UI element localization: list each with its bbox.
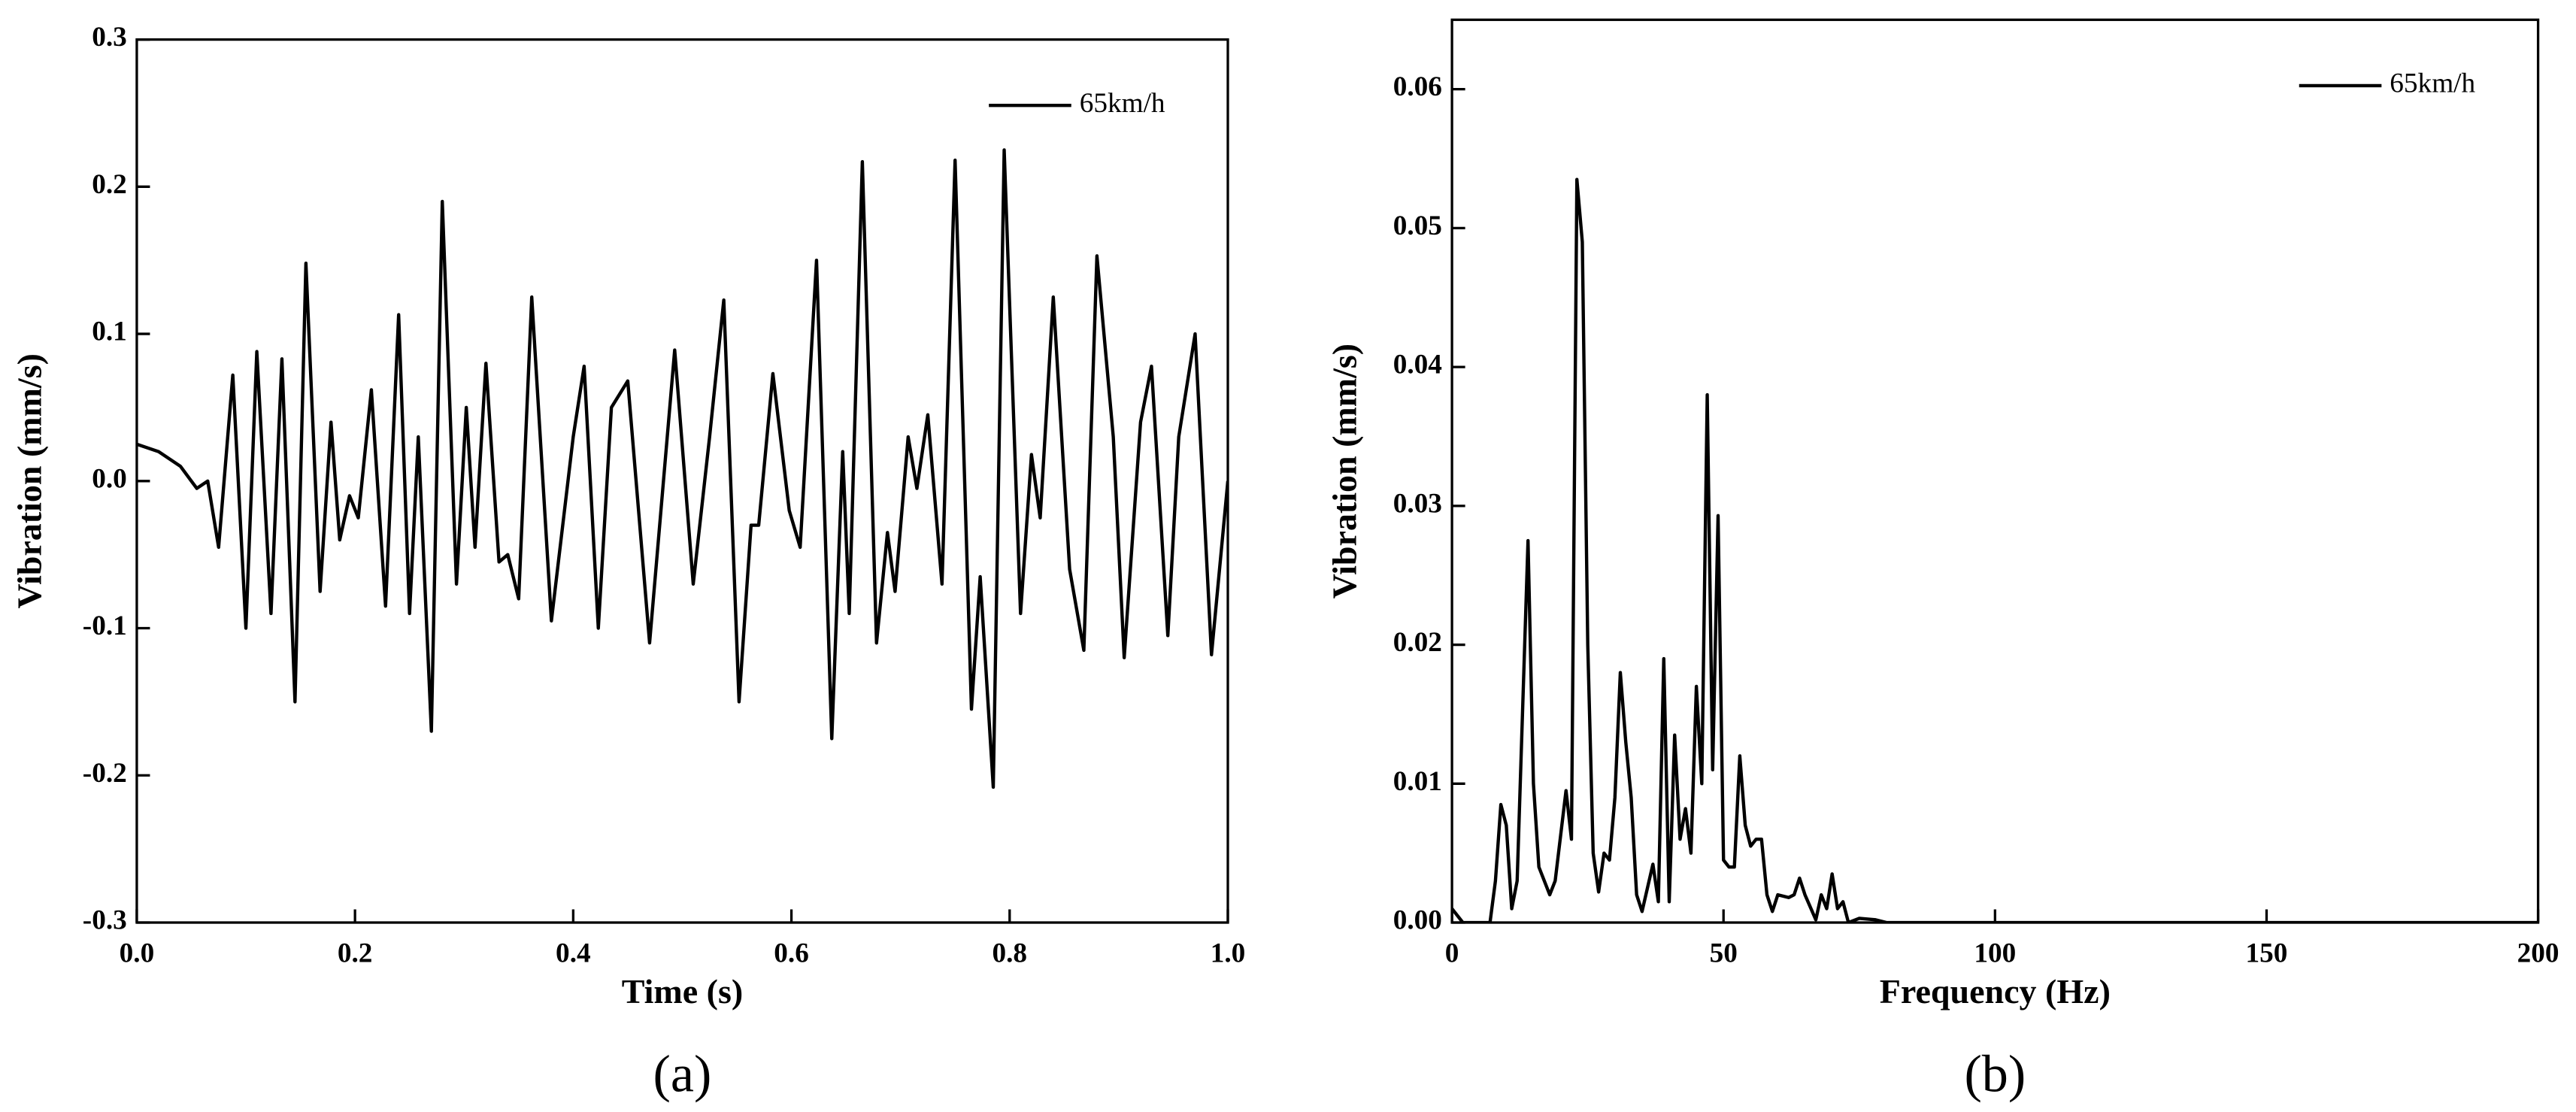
x-tick-label: 150: [2246, 938, 2288, 968]
x-tick-label: 1.0: [1211, 938, 1246, 968]
data-line: [136, 148, 1228, 789]
data-line: [1452, 177, 2538, 923]
x-tick-label: 0.4: [556, 938, 591, 968]
y-tick-label: 0.2: [92, 169, 127, 200]
panel-label: (b): [1964, 1045, 2026, 1103]
y-axis-label: Vibration (mm/s): [1326, 344, 1364, 598]
x-tick-label: 0.0: [120, 938, 155, 968]
x-tick-label: 200: [2517, 938, 2559, 968]
y-tick-label: -0.1: [83, 611, 127, 641]
y-tick-label: 0.00: [1393, 905, 1442, 936]
x-tick-label: 50: [1710, 938, 1738, 968]
legend-label: 65km/h: [1080, 88, 1165, 119]
y-tick-label: 0.1: [92, 317, 127, 347]
y-tick-label: 0.04: [1393, 350, 1442, 380]
y-tick-label: -0.2: [83, 758, 127, 789]
y-tick-label: 0.0: [92, 463, 127, 494]
panel-label: (a): [653, 1045, 712, 1103]
legend-label: 65km/h: [2390, 68, 2475, 98]
x-tick-label: 100: [1974, 938, 2016, 968]
y-tick-label: 0.06: [1393, 71, 1442, 102]
plot-frame: [1450, 18, 2540, 924]
x-tick-label: 0.6: [774, 938, 809, 968]
plot-frame: [135, 38, 1229, 924]
x-tick-label: 0.2: [338, 938, 373, 968]
y-tick-label: 0.02: [1393, 627, 1442, 658]
x-tick-label: 0: [1445, 938, 1459, 968]
y-tick-label: -0.3: [83, 905, 127, 936]
y-tick-label: 0.3: [92, 22, 127, 53]
x-axis-label: Time (s): [622, 972, 743, 1010]
x-tick-label: 0.8: [992, 938, 1027, 968]
y-tick-label: 0.05: [1393, 211, 1442, 241]
y-tick-label: 0.03: [1393, 488, 1442, 519]
x-axis-label: Frequency (Hz): [1880, 972, 2111, 1010]
y-tick-label: 0.01: [1393, 766, 1442, 797]
y-axis-label: Vibration (mm/s): [10, 353, 48, 608]
